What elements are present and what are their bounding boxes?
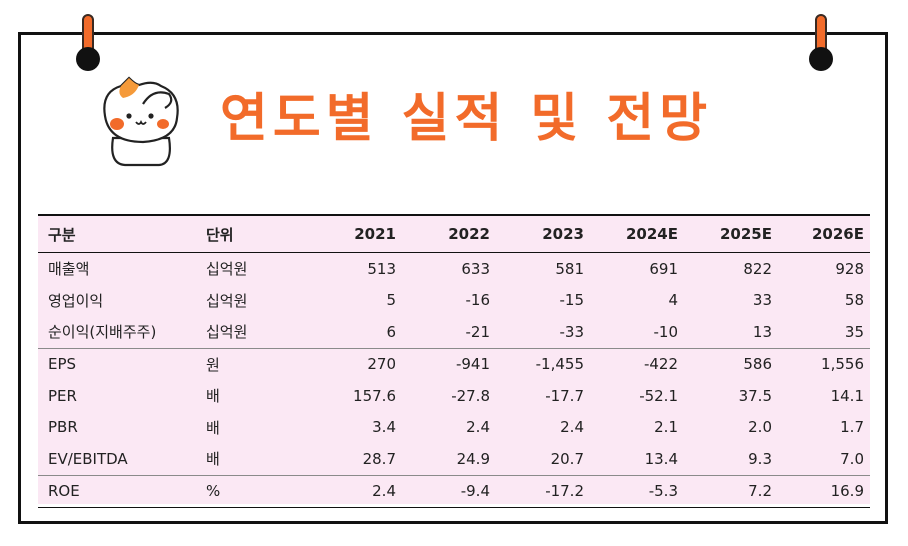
row-label: EV/EBITDA [48,449,128,468]
cell-value: -16 [465,291,491,310]
cell-value: 24.9 [456,449,490,468]
cell-value: 270 [308,347,402,380]
row-label: PER [48,386,77,405]
cell-value: 5 [386,291,396,310]
cell-value: 14.1 [830,386,864,405]
cell-value: 2.4 [466,418,490,437]
table-row: ROE % 2.4 -9.4 -17.2 -5.3 7.2 16.9 [38,474,870,508]
binder-ring-right-icon [808,14,834,74]
row-label: 영업이익 [48,291,104,310]
cell-value: 35 [844,322,864,341]
row-unit: % [196,474,308,508]
cell-value: 1.7 [840,418,864,437]
row-unit: 십억원 [206,291,248,310]
cell-value: 633 [461,259,490,278]
cell-value: -10 [653,322,679,341]
header-2026e: 2026E [812,225,864,243]
row-label: ROE [38,474,196,508]
cell-value: 58 [844,291,864,310]
table-row: EV/EBITDA 배 28.7 24.9 20.7 13.4 9.3 7.0 [38,443,870,475]
header-2022: 2022 [448,225,490,243]
header-2021: 2021 [354,225,396,243]
cell-value: 6 [386,322,396,341]
cell-value: 3.4 [372,418,396,437]
row-unit: 십억원 [206,260,248,279]
header-2025e: 2025E [720,225,772,243]
cell-value: 7.0 [840,449,864,468]
cell-value: -17.7 [545,386,584,405]
cell-value: 7.2 [684,474,778,508]
cell-value: -21 [465,322,491,341]
header-unit: 단위 [206,225,234,244]
row-label: 순이익(지배주주) [48,323,157,342]
cell-value: -15 [559,291,585,310]
cell-value: 33 [752,291,772,310]
table-header-row: 구분 단위 2021 2022 2023 2024E 2025E 2026E [38,215,870,253]
cell-value: -941 [402,347,496,380]
row-unit: 배 [206,450,220,469]
cell-value: 2.4 [308,474,402,508]
cell-value: 2.1 [654,418,678,437]
cell-value: 157.6 [353,386,396,405]
cell-value: 2.0 [748,418,772,437]
cell-value: 928 [835,259,864,278]
cell-value: -1,455 [496,347,590,380]
table-row: EPS 원 270 -941 -1,455 -422 586 1,556 [38,347,870,380]
cell-value: 1,556 [778,347,870,380]
header-2024e: 2024E [626,225,678,243]
table-row: 영업이익 십억원 5 -16 -15 4 33 58 [38,285,870,317]
page-title: 연도별 실적 및 전망 [220,89,713,149]
row-label: PBR [48,418,78,437]
cell-value: 28.7 [362,449,396,468]
cell-value: 586 [684,347,778,380]
row-unit: 원 [196,347,308,380]
cell-value: 13 [752,322,772,341]
cell-value: -27.8 [451,386,490,405]
table-row: PBR 배 3.4 2.4 2.4 2.1 2.0 1.7 [38,412,870,444]
cell-value: -52.1 [639,386,678,405]
header-2023: 2023 [542,225,584,243]
row-unit: 배 [206,387,220,406]
binder-ring-left-icon [75,14,101,74]
row-unit: 십억원 [206,323,248,342]
cell-value: 20.7 [550,449,584,468]
row-label: 매출액 [48,260,90,279]
cell-value: 513 [367,259,396,278]
row-label: EPS [38,347,196,380]
cell-value: -5.3 [590,474,684,508]
cell-value: 13.4 [644,449,678,468]
financials-table-wrap: 구분 단위 2021 2022 2023 2024E 2025E 2026E 매… [38,214,870,508]
table-row: PER 배 157.6 -27.8 -17.7 -52.1 37.5 14.1 [38,380,870,412]
header-category: 구분 [48,225,76,244]
cell-value: 2.4 [560,418,584,437]
financials-table: 구분 단위 2021 2022 2023 2024E 2025E 2026E 매… [38,214,870,508]
table-row: 매출액 십억원 513 633 581 691 822 928 [38,253,870,285]
cell-value: 4 [668,291,678,310]
cell-value: 691 [649,259,678,278]
cell-value: 37.5 [738,386,772,405]
cell-value: 581 [555,259,584,278]
cell-value: -422 [590,347,684,380]
cell-value: 822 [743,259,772,278]
cell-value: -33 [559,322,585,341]
cell-value: 9.3 [748,449,772,468]
table-row: 순이익(지배주주) 십억원 6 -21 -33 -10 13 35 [38,316,870,348]
cell-value: 16.9 [778,474,870,508]
row-unit: 배 [206,418,220,437]
cat-mascot-icon [103,76,179,167]
cell-value: -9.4 [402,474,496,508]
cell-value: -17.2 [496,474,590,508]
